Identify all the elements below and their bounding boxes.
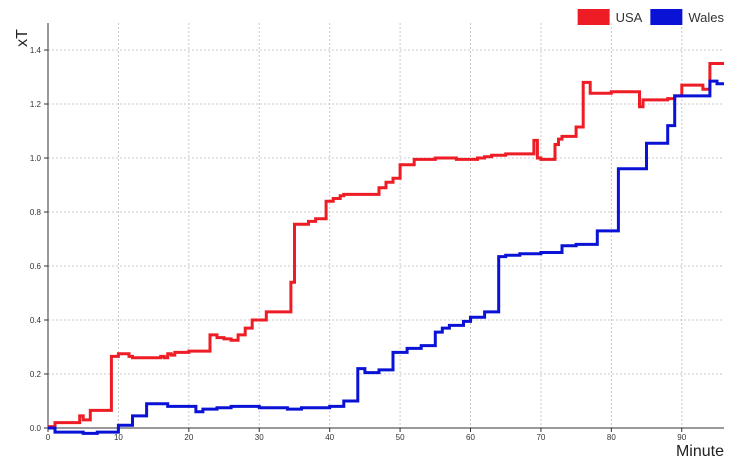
y-tick-label: 0.6 [30,262,42,271]
x-tick-label: 60 [466,433,475,442]
y-tick-label: 0.2 [30,370,42,379]
y-tick-label: 0.0 [30,424,42,433]
y-tick-label: 1.0 [30,154,42,163]
y-axis-title: xT [14,29,31,47]
legend-swatch-wales [650,9,683,25]
series-line-wales [48,79,724,435]
grid [48,23,724,428]
x-tick-label: 10 [114,433,123,442]
x-axis-title: Minute [676,443,724,460]
x-tick-label: 70 [536,433,545,442]
legend: Wales USA [577,9,724,25]
y-tick-label: 0.8 [30,208,42,217]
x-tick-label: 50 [396,433,405,442]
series-line-usa [48,62,724,429]
legend-label-wales: Wales [688,10,724,25]
axes: 0.0 0.2 0.4 0.6 0.8 1.0 1.2 1.4 0 10 20 30 40 50 60 70 8… [30,23,724,442]
legend-swatch-usa [577,9,610,25]
x-tick-label: 30 [255,433,264,442]
y-tick-label: 0.4 [30,316,42,325]
x-tick-label: 20 [184,433,193,442]
y-tick-label: 1.4 [30,46,42,55]
y-tick-label: 1.2 [30,100,42,109]
series-lines [48,62,724,435]
x-tick-label: 0 [46,433,51,442]
x-tick-label: 80 [607,433,616,442]
x-tick-label: 90 [677,433,686,442]
legend-label-usa: USA [616,10,643,25]
x-tick-label: 40 [325,433,334,442]
